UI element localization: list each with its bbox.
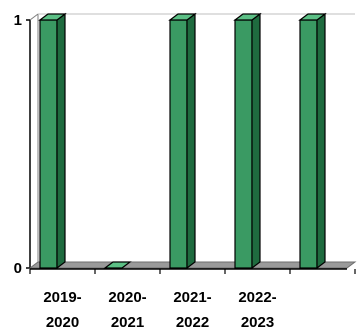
- x-tick-label: 2022-: [238, 289, 276, 306]
- bar-series: [38, 12, 327, 270]
- x-tick-label: 2020: [46, 314, 79, 331]
- x-tick-label: 2021: [111, 314, 144, 331]
- bar: [103, 261, 132, 269]
- y-tick-label: 1: [14, 12, 22, 29]
- x-tick-label: 2022: [176, 314, 209, 331]
- bar-front-face: [169, 19, 188, 269]
- bar-top-face: [103, 261, 132, 269]
- bar-front-face: [39, 19, 58, 269]
- x-tick-label: 2020-: [108, 289, 146, 306]
- y-axis: 01: [14, 12, 355, 277]
- bar-top-face: [298, 13, 327, 21]
- y-axis-depth: [29, 13, 39, 21]
- bar-side-face: [251, 12, 261, 270]
- bar-top-face: [233, 13, 262, 21]
- bar: [233, 12, 262, 270]
- bar-front-face: [299, 19, 318, 269]
- bar-front-face: [234, 19, 253, 269]
- bar-side-face: [56, 12, 66, 270]
- x-tick-label: 2021-: [173, 289, 211, 306]
- bar-side-face: [186, 12, 196, 270]
- x-tick-label: 2023: [241, 314, 274, 331]
- bar: [168, 12, 197, 270]
- bar-top-face: [168, 13, 197, 21]
- x-tick-label: 2019-: [43, 289, 81, 306]
- y-tick-label: 0: [14, 260, 22, 277]
- bar: [298, 12, 327, 270]
- bar: [38, 12, 67, 270]
- bar-top-face: [38, 13, 67, 21]
- x-axis: 2019- 2020 2020- 2021 2021- 2022 2022- 2023: [29, 269, 356, 331]
- bar-side-face: [316, 12, 326, 270]
